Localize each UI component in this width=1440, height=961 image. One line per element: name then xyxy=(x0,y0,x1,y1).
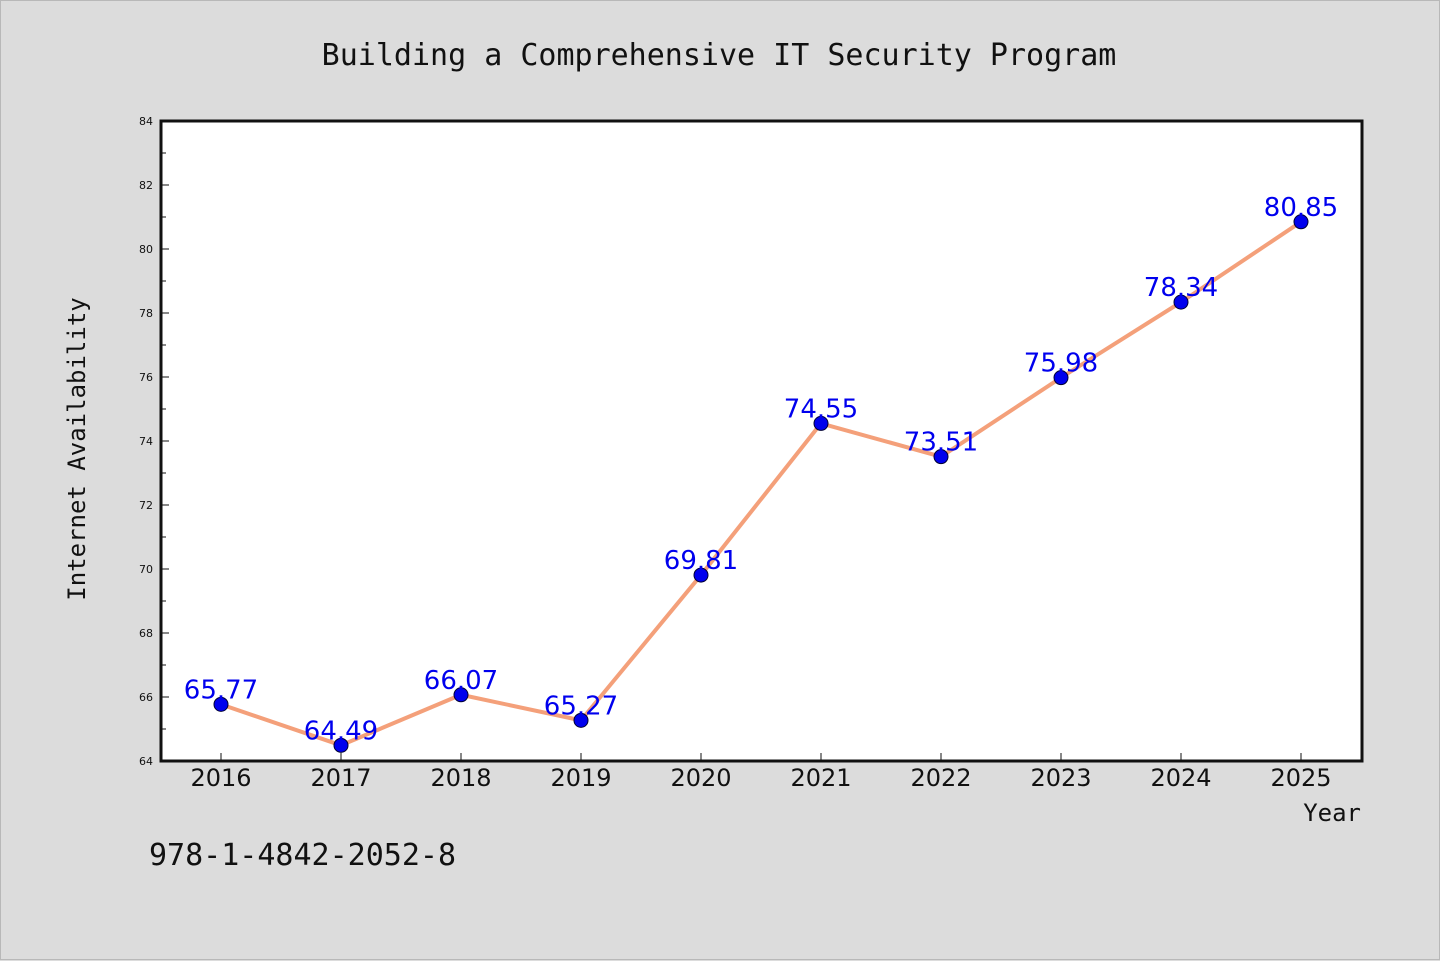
data-label: 80.85 xyxy=(1264,193,1338,223)
y-tick-label: 84 xyxy=(139,115,153,128)
x-tick-label: 2016 xyxy=(190,764,251,792)
y-tick-label: 74 xyxy=(139,435,153,448)
y-tick-label: 70 xyxy=(139,563,153,576)
data-label: 66.07 xyxy=(424,666,498,696)
series-line xyxy=(219,219,1303,748)
y-tick-label: 76 xyxy=(139,371,153,384)
y-axis-title: Internet Availability xyxy=(63,297,91,600)
data-point xyxy=(453,687,469,703)
plot-area xyxy=(161,121,1362,761)
y-tick-label: 80 xyxy=(139,243,153,256)
data-label: 73.51 xyxy=(904,428,978,458)
isbn-annotation: 978-1-4842-2052-8 xyxy=(149,838,456,873)
y-tick-label: 78 xyxy=(139,307,153,320)
y-tick-label: 82 xyxy=(139,179,153,192)
y-tick-label: 68 xyxy=(139,627,153,640)
y-tick-label: 66 xyxy=(139,691,153,704)
x-axis-title: Year xyxy=(1303,799,1361,827)
x-tick-label: 2020 xyxy=(670,764,731,792)
y-tick-label: 64 xyxy=(139,755,153,768)
x-axis: 2016 2017 2018 2019 2020 2021 2022 2023 2024 2025 xyxy=(190,753,1332,792)
data-label: 65.77 xyxy=(184,675,258,705)
data-label: 78.34 xyxy=(1144,273,1218,303)
x-tick-label: 2025 xyxy=(1270,764,1331,792)
x-tick-label: 2021 xyxy=(790,764,851,792)
x-tick-label: 2022 xyxy=(910,764,971,792)
data-point xyxy=(573,712,589,728)
y-tick-label: 72 xyxy=(139,499,153,512)
x-tick-label: 2018 xyxy=(430,764,491,792)
data-label: 75.98 xyxy=(1024,349,1098,379)
x-tick-label: 2023 xyxy=(1030,764,1091,792)
x-tick-label: 2017 xyxy=(310,764,371,792)
data-label: 65.27 xyxy=(544,691,618,721)
series-layer: 65.77 64.49 66.07 65.27 69.81 74.55 73.51 75.98… xyxy=(184,193,1338,753)
data-point xyxy=(1293,214,1309,230)
data-point xyxy=(1173,294,1189,310)
data-point xyxy=(693,567,709,583)
data-point xyxy=(933,449,949,465)
y-axis: 64 66 68 70 72 74 76 78 80 82 84 xyxy=(139,115,169,768)
data-point xyxy=(213,696,229,712)
plot-frame xyxy=(159,119,1364,763)
chart-title: Building a Comprehensive IT Security Pro… xyxy=(322,38,1117,73)
data-label: 69.81 xyxy=(664,546,738,576)
data-point xyxy=(1053,370,1069,386)
data-point xyxy=(813,415,829,431)
data-label: 74.55 xyxy=(784,394,858,424)
x-tick-label: 2019 xyxy=(550,764,611,792)
data-point xyxy=(333,737,349,753)
x-tick-label: 2024 xyxy=(1150,764,1211,792)
data-label: 64.49 xyxy=(304,716,378,746)
